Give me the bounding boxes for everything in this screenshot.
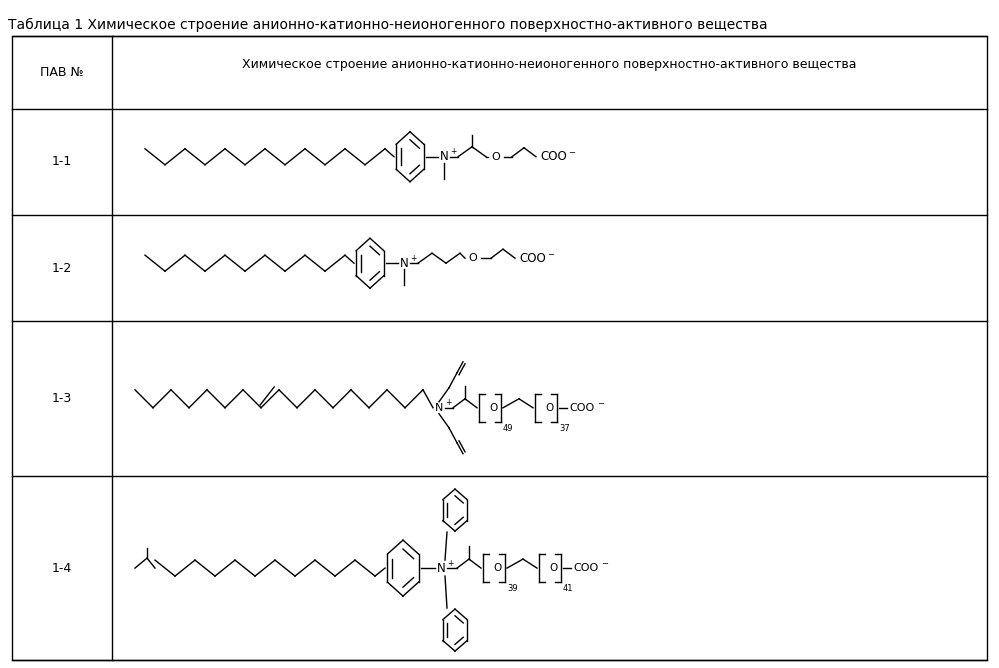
Text: +: +: [410, 254, 417, 263]
Text: O: O: [493, 563, 501, 573]
Text: +: +: [445, 398, 452, 407]
Text: 1-1: 1-1: [52, 155, 72, 168]
Text: −: −: [547, 250, 554, 259]
Text: 1-4: 1-4: [52, 562, 72, 574]
Text: N: N: [437, 562, 446, 574]
Text: +: +: [447, 558, 454, 568]
Text: O: O: [469, 253, 478, 263]
Text: COO: COO: [573, 563, 598, 573]
Text: COO: COO: [519, 252, 545, 265]
Text: O: O: [544, 403, 553, 413]
Text: COO: COO: [540, 150, 566, 163]
Text: O: O: [489, 403, 498, 413]
Text: −: −: [601, 560, 608, 568]
Text: 37: 37: [559, 424, 569, 433]
Text: −: −: [568, 148, 575, 157]
Text: N: N: [435, 403, 444, 413]
Text: O: O: [548, 563, 557, 573]
Text: +: +: [450, 147, 457, 156]
Text: N: N: [440, 150, 449, 163]
Text: 1-3: 1-3: [52, 392, 72, 405]
Text: 41: 41: [563, 584, 573, 593]
Text: 49: 49: [503, 424, 513, 433]
Text: N: N: [400, 257, 409, 270]
Text: ПАВ №: ПАВ №: [40, 65, 84, 79]
Text: COO: COO: [569, 403, 594, 413]
Text: Таблица 1 Химическое строение анионно-катионно-неионогенного поверхностно-активн: Таблица 1 Химическое строение анионно-ка…: [8, 18, 767, 32]
Text: O: O: [492, 152, 500, 162]
Text: Химическое строение анионно-катионно-неионогенного поверхностно-активного вещест: Химическое строение анионно-катионно-неи…: [242, 57, 857, 71]
Text: −: −: [597, 399, 604, 408]
Text: 39: 39: [507, 584, 517, 593]
Text: 1-2: 1-2: [52, 262, 72, 275]
